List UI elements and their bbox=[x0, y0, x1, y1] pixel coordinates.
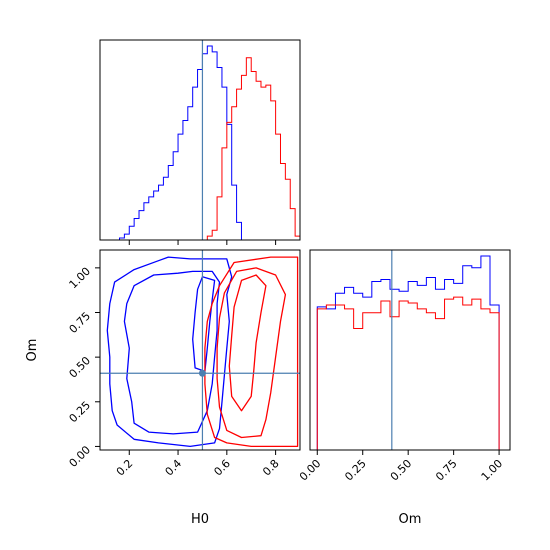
contour-ytick-label-4: 1.00 bbox=[67, 265, 94, 292]
y-axis-label-om: Om bbox=[25, 339, 40, 362]
contour-level-4 bbox=[216, 267, 287, 439]
contour-xtick-label-3: 0.8 bbox=[260, 457, 282, 479]
hist-h0-series-0 bbox=[119, 45, 242, 240]
contour-ytick-label-2: 0.50 bbox=[67, 354, 94, 381]
contour-xtick-label-0: 0.2 bbox=[114, 457, 136, 479]
hist-h0-panel bbox=[99, 39, 301, 245]
hist-om-frame bbox=[309, 249, 511, 451]
contour-xtick-label-2: 0.6 bbox=[211, 457, 233, 479]
contour-ytick-label-0: 0.00 bbox=[67, 443, 94, 470]
contour-panel: 0.2 0.4 0.6 0.8 0.00 0.25 0.50 0.75 1.00 H0 Om bbox=[25, 249, 301, 527]
contour-level-1 bbox=[123, 270, 221, 435]
hist-om-series-1 bbox=[316, 296, 500, 450]
contour-level-2 bbox=[192, 276, 216, 373]
hist-h0-series-1 bbox=[206, 57, 300, 240]
x-axis-label-h0: H0 bbox=[191, 512, 209, 527]
truth-point bbox=[198, 369, 206, 377]
hist-om-xtick-label-4: 1.00 bbox=[479, 457, 506, 484]
contour-xtick-label-1: 0.4 bbox=[163, 457, 185, 479]
x-axis-label-om: Om bbox=[399, 512, 422, 527]
hist-h0-frame bbox=[99, 39, 301, 241]
contour-level-3 bbox=[204, 256, 299, 448]
hist-om-xtick-label-3: 0.75 bbox=[433, 457, 460, 484]
contour-frame bbox=[99, 249, 301, 451]
contour-ytick-label-1: 0.25 bbox=[67, 399, 94, 426]
hist-om-series-0 bbox=[316, 255, 500, 450]
hist-om-panel: 0.00 0.25 0.50 0.75 1.00 Om bbox=[297, 249, 511, 527]
contour-level-0 bbox=[106, 256, 233, 448]
contour-level-5 bbox=[228, 274, 267, 412]
contour-ytick-label-3: 0.75 bbox=[67, 309, 94, 336]
hist-om-xtick-label-2: 0.50 bbox=[388, 457, 415, 484]
hist-om-xtick-label-0: 0.00 bbox=[297, 457, 324, 484]
hist-om-xtick-label-1: 0.25 bbox=[342, 457, 369, 484]
